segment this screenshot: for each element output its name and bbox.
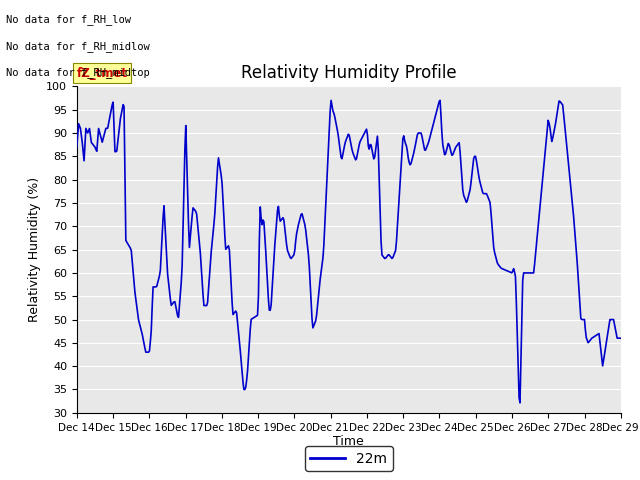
Text: No data for f_RH_low: No data for f_RH_low xyxy=(6,14,131,25)
Text: fZ_tmet: fZ_tmet xyxy=(77,67,128,80)
Text: No data for f_RH_midtop: No data for f_RH_midtop xyxy=(6,67,150,78)
Text: No data for f_RH_midlow: No data for f_RH_midlow xyxy=(6,41,150,52)
Legend: 22m: 22m xyxy=(305,446,393,471)
Title: Relativity Humidity Profile: Relativity Humidity Profile xyxy=(241,64,456,82)
Y-axis label: Relativity Humidity (%): Relativity Humidity (%) xyxy=(28,177,40,322)
X-axis label: Time: Time xyxy=(333,435,364,448)
